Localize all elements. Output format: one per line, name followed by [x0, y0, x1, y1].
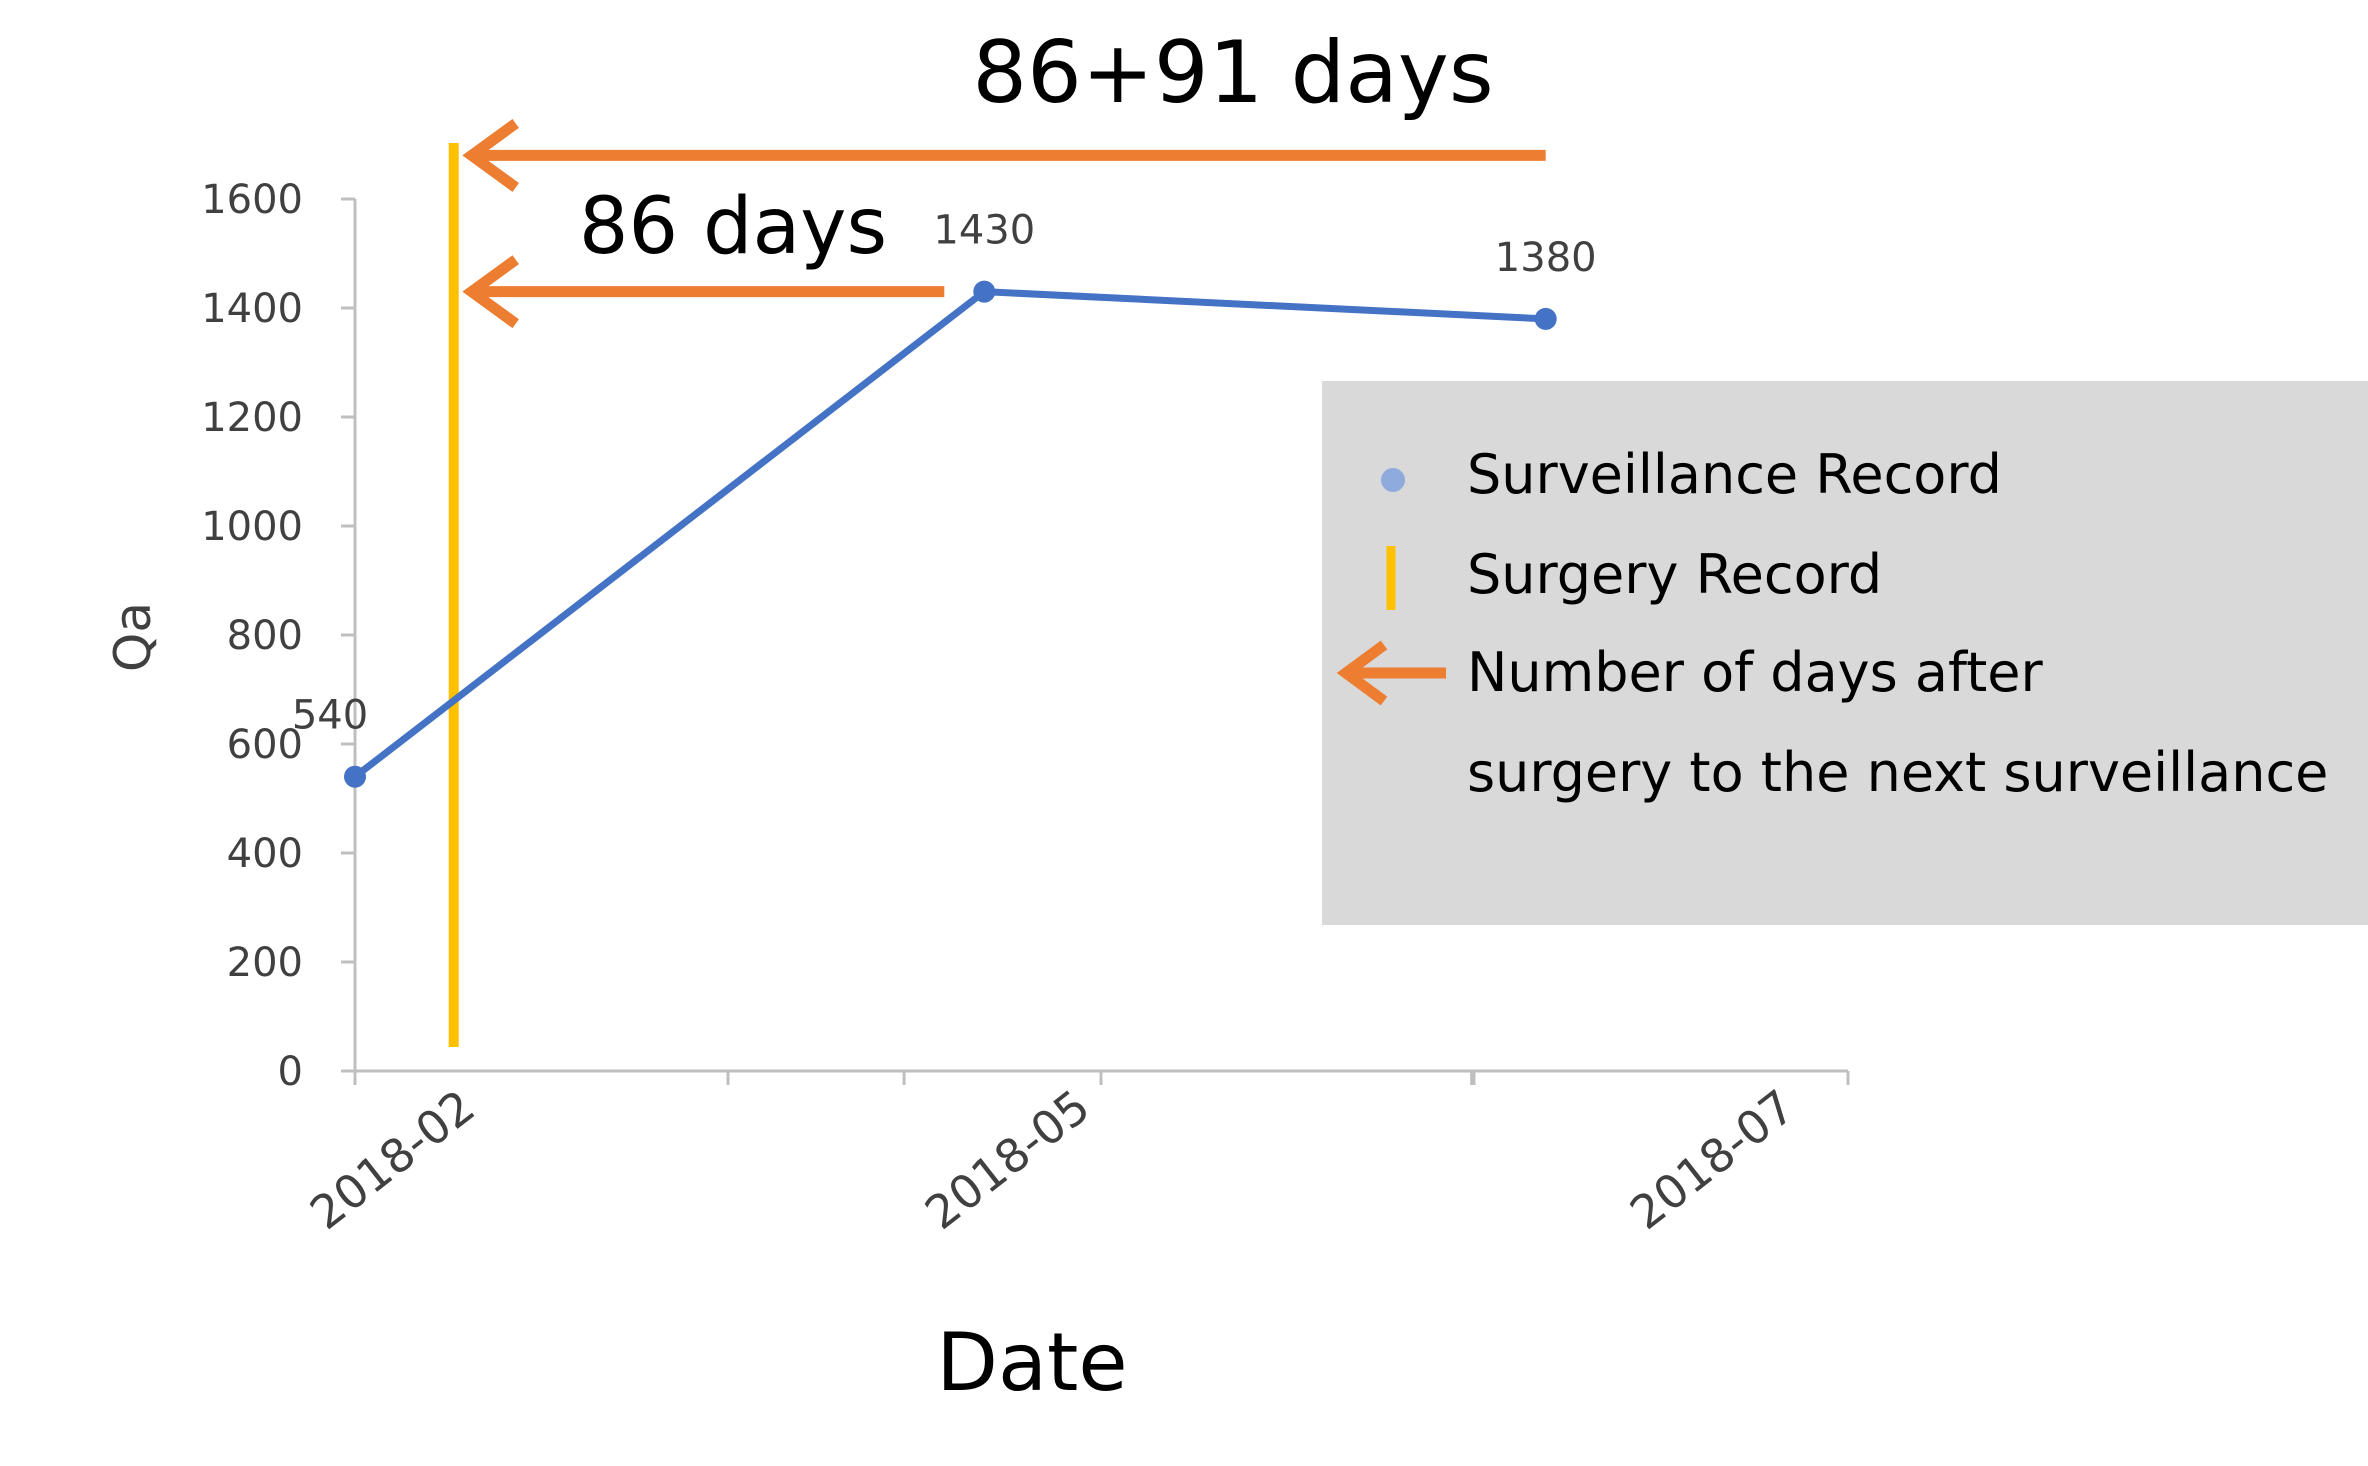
legend-arrow-head: [1336, 640, 1388, 706]
arrow-head: [462, 255, 519, 329]
annotation-layer: 86 days 86+91 days: [462, 23, 1546, 329]
x-tick-label: 2018-02: [300, 1079, 485, 1240]
data-point: [973, 280, 996, 303]
legend-arrow-icon: [1336, 640, 1446, 706]
annotation-label: 86+91 days: [972, 23, 1493, 123]
y-tick-label: 200: [227, 940, 303, 986]
y-tick-label: 600: [227, 722, 303, 768]
data-point: [1534, 307, 1557, 330]
legend-label-surveillance: Surveillance Record: [1467, 443, 2002, 506]
arrow-86-days: [462, 255, 945, 329]
y-tick-label: 1200: [201, 395, 303, 441]
legend-label-days-line-1: Number of days after: [1467, 641, 2043, 704]
annotation-label: 86 days: [579, 182, 887, 272]
y-tick-label: 0: [278, 1049, 303, 1095]
legend-label-surgery: Surgery Record: [1467, 543, 1882, 606]
x-tick-label: 2018-07: [1620, 1079, 1805, 1240]
data-label: 1430: [933, 208, 1035, 254]
y-tick-label: 400: [227, 831, 303, 877]
y-tick-label: 800: [227, 613, 303, 659]
x-tick-labels: 2018-02 2018-05 2018-07: [300, 1079, 1805, 1240]
legend-box: [1322, 381, 2368, 925]
arrow-86-91-days: [462, 118, 1546, 192]
y-tick-label: 1000: [201, 504, 303, 550]
y-tick-labels: 0 200 400 600 800 1000 1200 1400 1600: [201, 177, 303, 1095]
data-point: [344, 765, 366, 788]
x-tick-label: 2018-05: [915, 1079, 1100, 1240]
legend: Surveillance Record Surgery Record Number …: [1322, 381, 2368, 925]
y-axis-title: Qa: [104, 602, 162, 672]
legend-dot-icon: [1381, 468, 1405, 492]
axes: [341, 197, 1850, 1085]
series-layer: 540 1430 1380: [292, 208, 1597, 788]
x-axis-title: Date: [936, 1316, 1127, 1409]
y-tick-label: 1600: [201, 177, 303, 223]
y-tick-label: 1400: [201, 286, 303, 332]
arrow-head: [462, 118, 519, 192]
legend-label-days-line-2: surgery to the next surveillance: [1467, 741, 2328, 804]
data-label: 1380: [1495, 235, 1597, 281]
data-label: 540: [292, 693, 368, 739]
